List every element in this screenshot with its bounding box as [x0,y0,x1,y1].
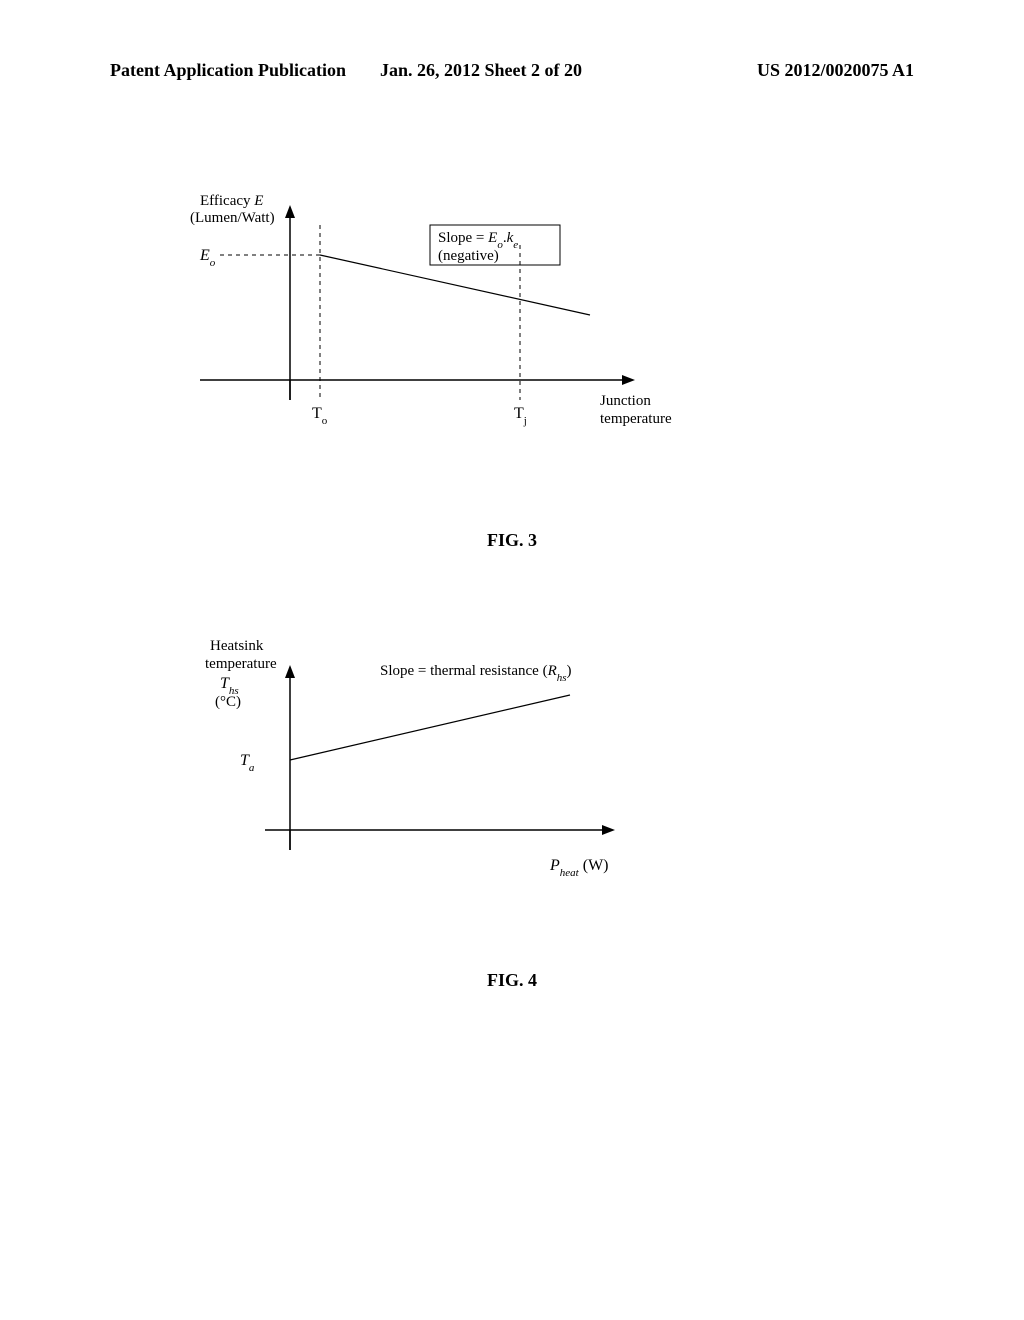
figure-4: Heatsink temperature Ths (°C) Slope = th… [230,660,750,940]
header-right: US 2012/0020075 A1 [757,60,914,81]
fig4-y-arrow [285,665,295,678]
figure-3: Slope = Eo.ke (negative) Efficacy E (Lum… [230,200,750,500]
fig4-ta-label: Ta [240,752,255,774]
fig3-eo-label: Eo [199,247,216,269]
fig4-slope-line [290,695,570,760]
fig3-xlabel-2: temperature [600,411,672,427]
fig3-to-label: To [312,405,328,427]
fig4-ylabel-4: (°C) [215,694,241,710]
fig4-svg: Heatsink temperature Ths (°C) Slope = th… [230,660,750,910]
fig4-ylabel-1: Heatsink [210,638,264,654]
header-center: Jan. 26, 2012 Sheet 2 of 20 [380,60,582,81]
fig3-x-arrow [622,375,635,385]
fig3-svg: Slope = Eo.ke (negative) Efficacy E (Lum… [230,200,750,460]
fig4-xlabel: Pheat (W) [549,857,609,879]
fig3-xlabel-1: Junction [600,393,651,409]
fig4-x-arrow [602,825,615,835]
fig3-tj-label: Tj [514,405,527,427]
fig3-caption: FIG. 3 [0,530,1024,551]
fig3-y-arrow [285,205,295,218]
fig3-ylabel-2: (Lumen/Watt) [190,210,275,226]
fig3-slope-text-2: (negative) [438,248,499,264]
fig4-caption: FIG. 4 [0,970,1024,991]
fig4-slope-text: Slope = thermal resistance (Rhs) [380,663,572,684]
fig4-ylabel-2: temperature [205,656,277,672]
fig3-ylabel-1: Efficacy E [200,193,263,209]
header-left: Patent Application Publication [110,60,346,81]
fig3-slope-line [320,255,590,315]
